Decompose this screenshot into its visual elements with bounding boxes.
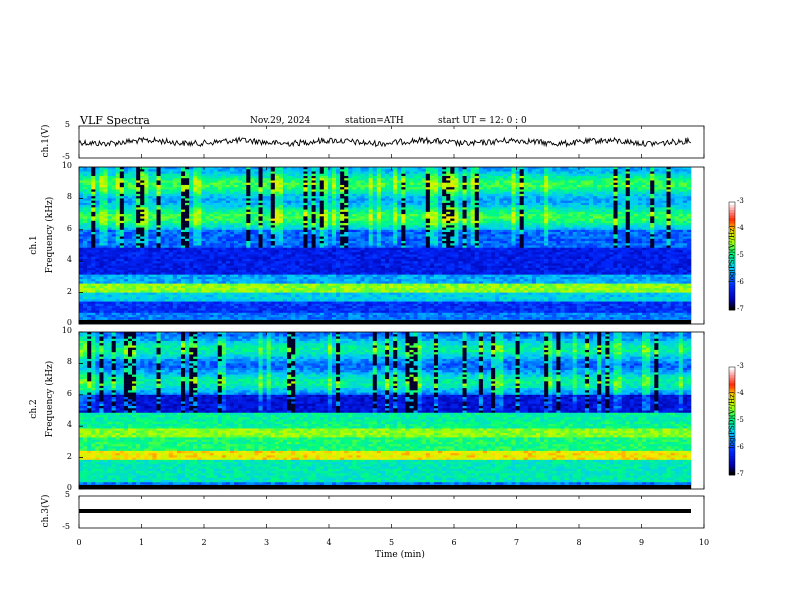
- ch1-spec-ylabel: Frequency (kHz): [45, 195, 55, 275]
- x-axis-label: Time (min): [375, 550, 425, 560]
- freq-tick: 2: [58, 287, 72, 296]
- time-tick: 2: [194, 538, 214, 547]
- ch1-spectrogram: [79, 167, 691, 324]
- time-tick: 5: [382, 538, 402, 547]
- colorbar-tick: -5: [737, 251, 744, 259]
- time-tick: 1: [132, 538, 152, 547]
- cb2-label: log(PSD)(V²/Hz): [728, 360, 736, 480]
- freq-tick: 10: [58, 161, 72, 170]
- freq-tick: 4: [58, 255, 72, 264]
- ch3-ymax-tick: 5: [56, 490, 70, 499]
- ch2-spec-label: ch.2: [29, 389, 39, 429]
- time-tick: 6: [444, 538, 464, 547]
- ch3-wave-ylabel: ch.3(V): [41, 491, 51, 531]
- ch1-waveform-line: [79, 138, 691, 147]
- vlf-spectra-page: { "header": { "title": "VLF Spectra", "d…: [0, 0, 792, 612]
- freq-tick: 6: [58, 224, 72, 233]
- colorbar-tick: -6: [737, 443, 744, 451]
- freq-tick: 4: [58, 420, 72, 429]
- ch1-ymax-tick: 5: [56, 120, 70, 129]
- colorbar-tick: -7: [737, 470, 744, 478]
- colorbar-tick: -3: [737, 197, 744, 205]
- time-tick: 3: [257, 538, 277, 547]
- ch2-spectrogram: [79, 332, 691, 489]
- ch1-wave-ylabel: ch.1(V): [41, 121, 51, 161]
- time-tick: 8: [569, 538, 589, 547]
- time-tick: 4: [319, 538, 339, 547]
- time-tick: 7: [507, 538, 527, 547]
- colorbar-tick: -7: [737, 305, 744, 313]
- freq-tick: 10: [58, 326, 72, 335]
- spectra-plot: [0, 0, 792, 612]
- ch3-ymin-tick: -5: [56, 522, 70, 531]
- ch2-spec-ylabel: Frequency (kHz): [45, 359, 55, 439]
- freq-tick: 8: [58, 357, 72, 366]
- freq-tick: 6: [58, 389, 72, 398]
- time-tick: 10: [694, 538, 714, 547]
- colorbar-tick: -4: [737, 224, 744, 232]
- colorbar-tick: -6: [737, 278, 744, 286]
- colorbar-tick: -4: [737, 389, 744, 397]
- cb1-label: log(PSD)(V²/Hz): [728, 194, 736, 314]
- ch1-ymin-tick: -5: [56, 152, 70, 161]
- freq-tick: 8: [58, 192, 72, 201]
- time-tick: 0: [69, 538, 89, 547]
- ch1-spec-label: ch.1: [29, 225, 39, 265]
- time-tick: 9: [632, 538, 652, 547]
- colorbar-tick: -3: [737, 362, 744, 370]
- colorbar-tick: -5: [737, 416, 744, 424]
- freq-tick: 2: [58, 452, 72, 461]
